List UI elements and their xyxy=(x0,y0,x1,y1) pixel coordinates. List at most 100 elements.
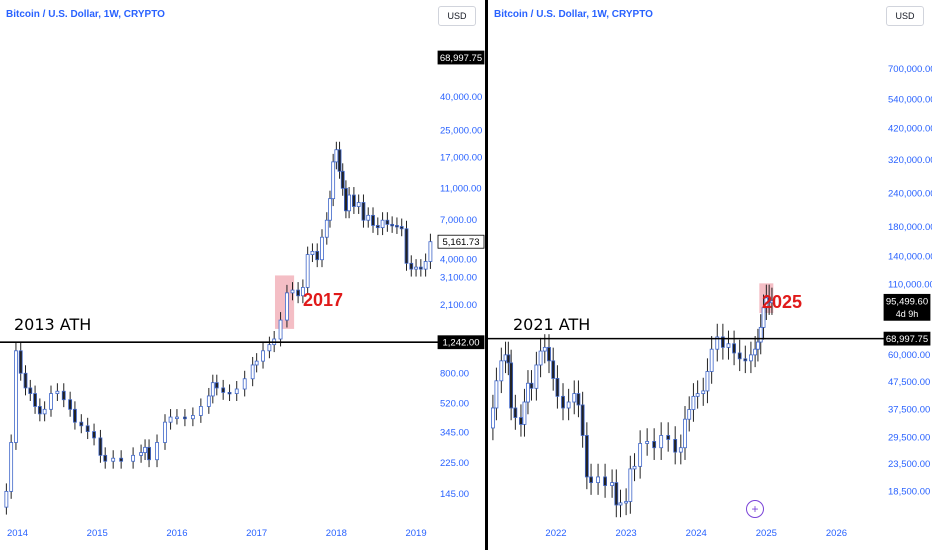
candle-body xyxy=(98,437,103,456)
currency-button[interactable]: USD xyxy=(886,6,924,26)
candle-body xyxy=(687,409,692,420)
right-chart-svg[interactable]: 700,000.00 540,000.00 420,000.00 320,000.00… xyxy=(488,0,932,550)
candle-body xyxy=(732,343,736,354)
level-price-label-text: 1,242.00 xyxy=(443,338,480,349)
candle-body xyxy=(726,343,731,348)
currency-button[interactable]: USD xyxy=(438,6,476,26)
y-tick-label: 23,500.00 xyxy=(888,459,930,470)
candle-body xyxy=(659,435,664,449)
ath-annotation: 2013 ATH xyxy=(14,315,92,334)
candle-body xyxy=(418,266,423,270)
candle-body xyxy=(68,399,73,410)
candle-body xyxy=(79,421,84,427)
current-price-label-box xyxy=(437,234,485,249)
candle-body xyxy=(589,476,593,484)
highlight-box xyxy=(274,275,295,329)
x-tick-label: 2014 xyxy=(7,528,28,539)
candle-body xyxy=(300,287,305,297)
candle-body xyxy=(214,382,219,389)
candle-body xyxy=(375,225,380,229)
candle-body xyxy=(28,387,33,394)
candle-body xyxy=(234,388,239,394)
candle-body xyxy=(547,346,551,362)
candle-body xyxy=(542,346,547,352)
candle-body xyxy=(139,452,143,456)
y-tick-label: 17,000.00 xyxy=(440,153,482,164)
candle-body xyxy=(42,408,47,415)
candle-body xyxy=(315,250,320,261)
y-tick-label: 40,000.00 xyxy=(440,92,482,103)
candle-body xyxy=(628,468,633,502)
candle-body xyxy=(111,457,116,462)
right-chart-panel[interactable]: 700,000.00 540,000.00 420,000.00 320,000.00… xyxy=(488,0,932,550)
candle-body xyxy=(143,446,147,453)
candle-body xyxy=(673,439,678,453)
candle-body xyxy=(499,360,504,382)
candle-body xyxy=(290,289,295,294)
candle-body xyxy=(305,254,310,288)
candle-body xyxy=(340,170,345,189)
candle-body xyxy=(638,443,643,467)
candle-body xyxy=(767,297,772,304)
candle-body xyxy=(720,336,725,348)
current-price-label: 5,161.73 xyxy=(437,234,485,249)
candle-body xyxy=(371,214,375,226)
candle-body xyxy=(566,401,571,409)
level-price-label-box xyxy=(437,335,485,350)
candle-body xyxy=(296,289,300,297)
candle-body xyxy=(356,202,361,207)
left-chart-svg[interactable]: 40,000.00 25,000.00 17,000.00 11,000.00 7,00… xyxy=(0,0,486,550)
candle-body xyxy=(761,307,766,328)
y-tick-label: 11,000.00 xyxy=(440,183,482,194)
add-plus-button[interactable]: + xyxy=(746,500,764,518)
candle-body xyxy=(183,416,187,420)
candle-body xyxy=(344,187,348,212)
y-tick-label: 140,000.00 xyxy=(888,251,932,262)
candle-body xyxy=(328,198,332,221)
current-price-label-text: 5,161.73 xyxy=(443,237,480,248)
candle-body xyxy=(361,202,366,221)
y-tick-label: 145.00 xyxy=(440,489,469,500)
candle-body xyxy=(652,441,657,449)
candle-body xyxy=(168,416,173,423)
y-tick-label: 345.00 xyxy=(440,428,469,439)
candle-body xyxy=(18,350,23,374)
candle-body xyxy=(618,502,623,506)
candle-body xyxy=(347,194,352,212)
candle-body xyxy=(320,236,324,261)
candle-body xyxy=(610,482,614,486)
current-price-label: 95,499.60 4d 9h xyxy=(883,293,931,321)
candle-body xyxy=(324,219,329,238)
level-price-label-box xyxy=(883,331,931,346)
candle-body xyxy=(4,490,9,508)
candle-body xyxy=(770,300,774,304)
candle-body xyxy=(404,228,409,264)
level-price-label: 68,997.75 xyxy=(883,331,931,346)
candle-body xyxy=(61,390,66,401)
candle-body xyxy=(509,362,514,409)
candle-body xyxy=(522,401,527,425)
x-tick-label: 2024 xyxy=(686,528,707,539)
candle-body xyxy=(14,350,18,443)
y-tick-label: 800.00 xyxy=(440,368,469,379)
candle-body xyxy=(85,425,90,433)
year-annotation: 2025 xyxy=(762,292,803,312)
candle-body xyxy=(163,421,167,443)
candle-body xyxy=(584,435,589,478)
candle-body xyxy=(705,371,710,392)
x-tick-label: 2019 xyxy=(405,528,426,539)
left-chart-panel[interactable]: 40,000.00 25,000.00 17,000.00 11,000.00 7,00… xyxy=(0,0,486,550)
panel-divider[interactable] xyxy=(485,0,488,550)
candle-body xyxy=(254,360,259,366)
y-tick-label: 29,500.00 xyxy=(888,432,930,443)
candle-body xyxy=(409,262,414,270)
x-tick-label: 2023 xyxy=(616,528,637,539)
x-tick-label: 2016 xyxy=(166,528,187,539)
candle-body xyxy=(119,457,124,462)
candle-body xyxy=(285,292,289,321)
candle-body xyxy=(666,435,671,440)
candle-body xyxy=(506,354,511,364)
top-price-label: 68,997.75 xyxy=(437,50,485,65)
candle-body xyxy=(49,393,53,410)
y-tick-label: 540,000.00 xyxy=(888,94,932,105)
